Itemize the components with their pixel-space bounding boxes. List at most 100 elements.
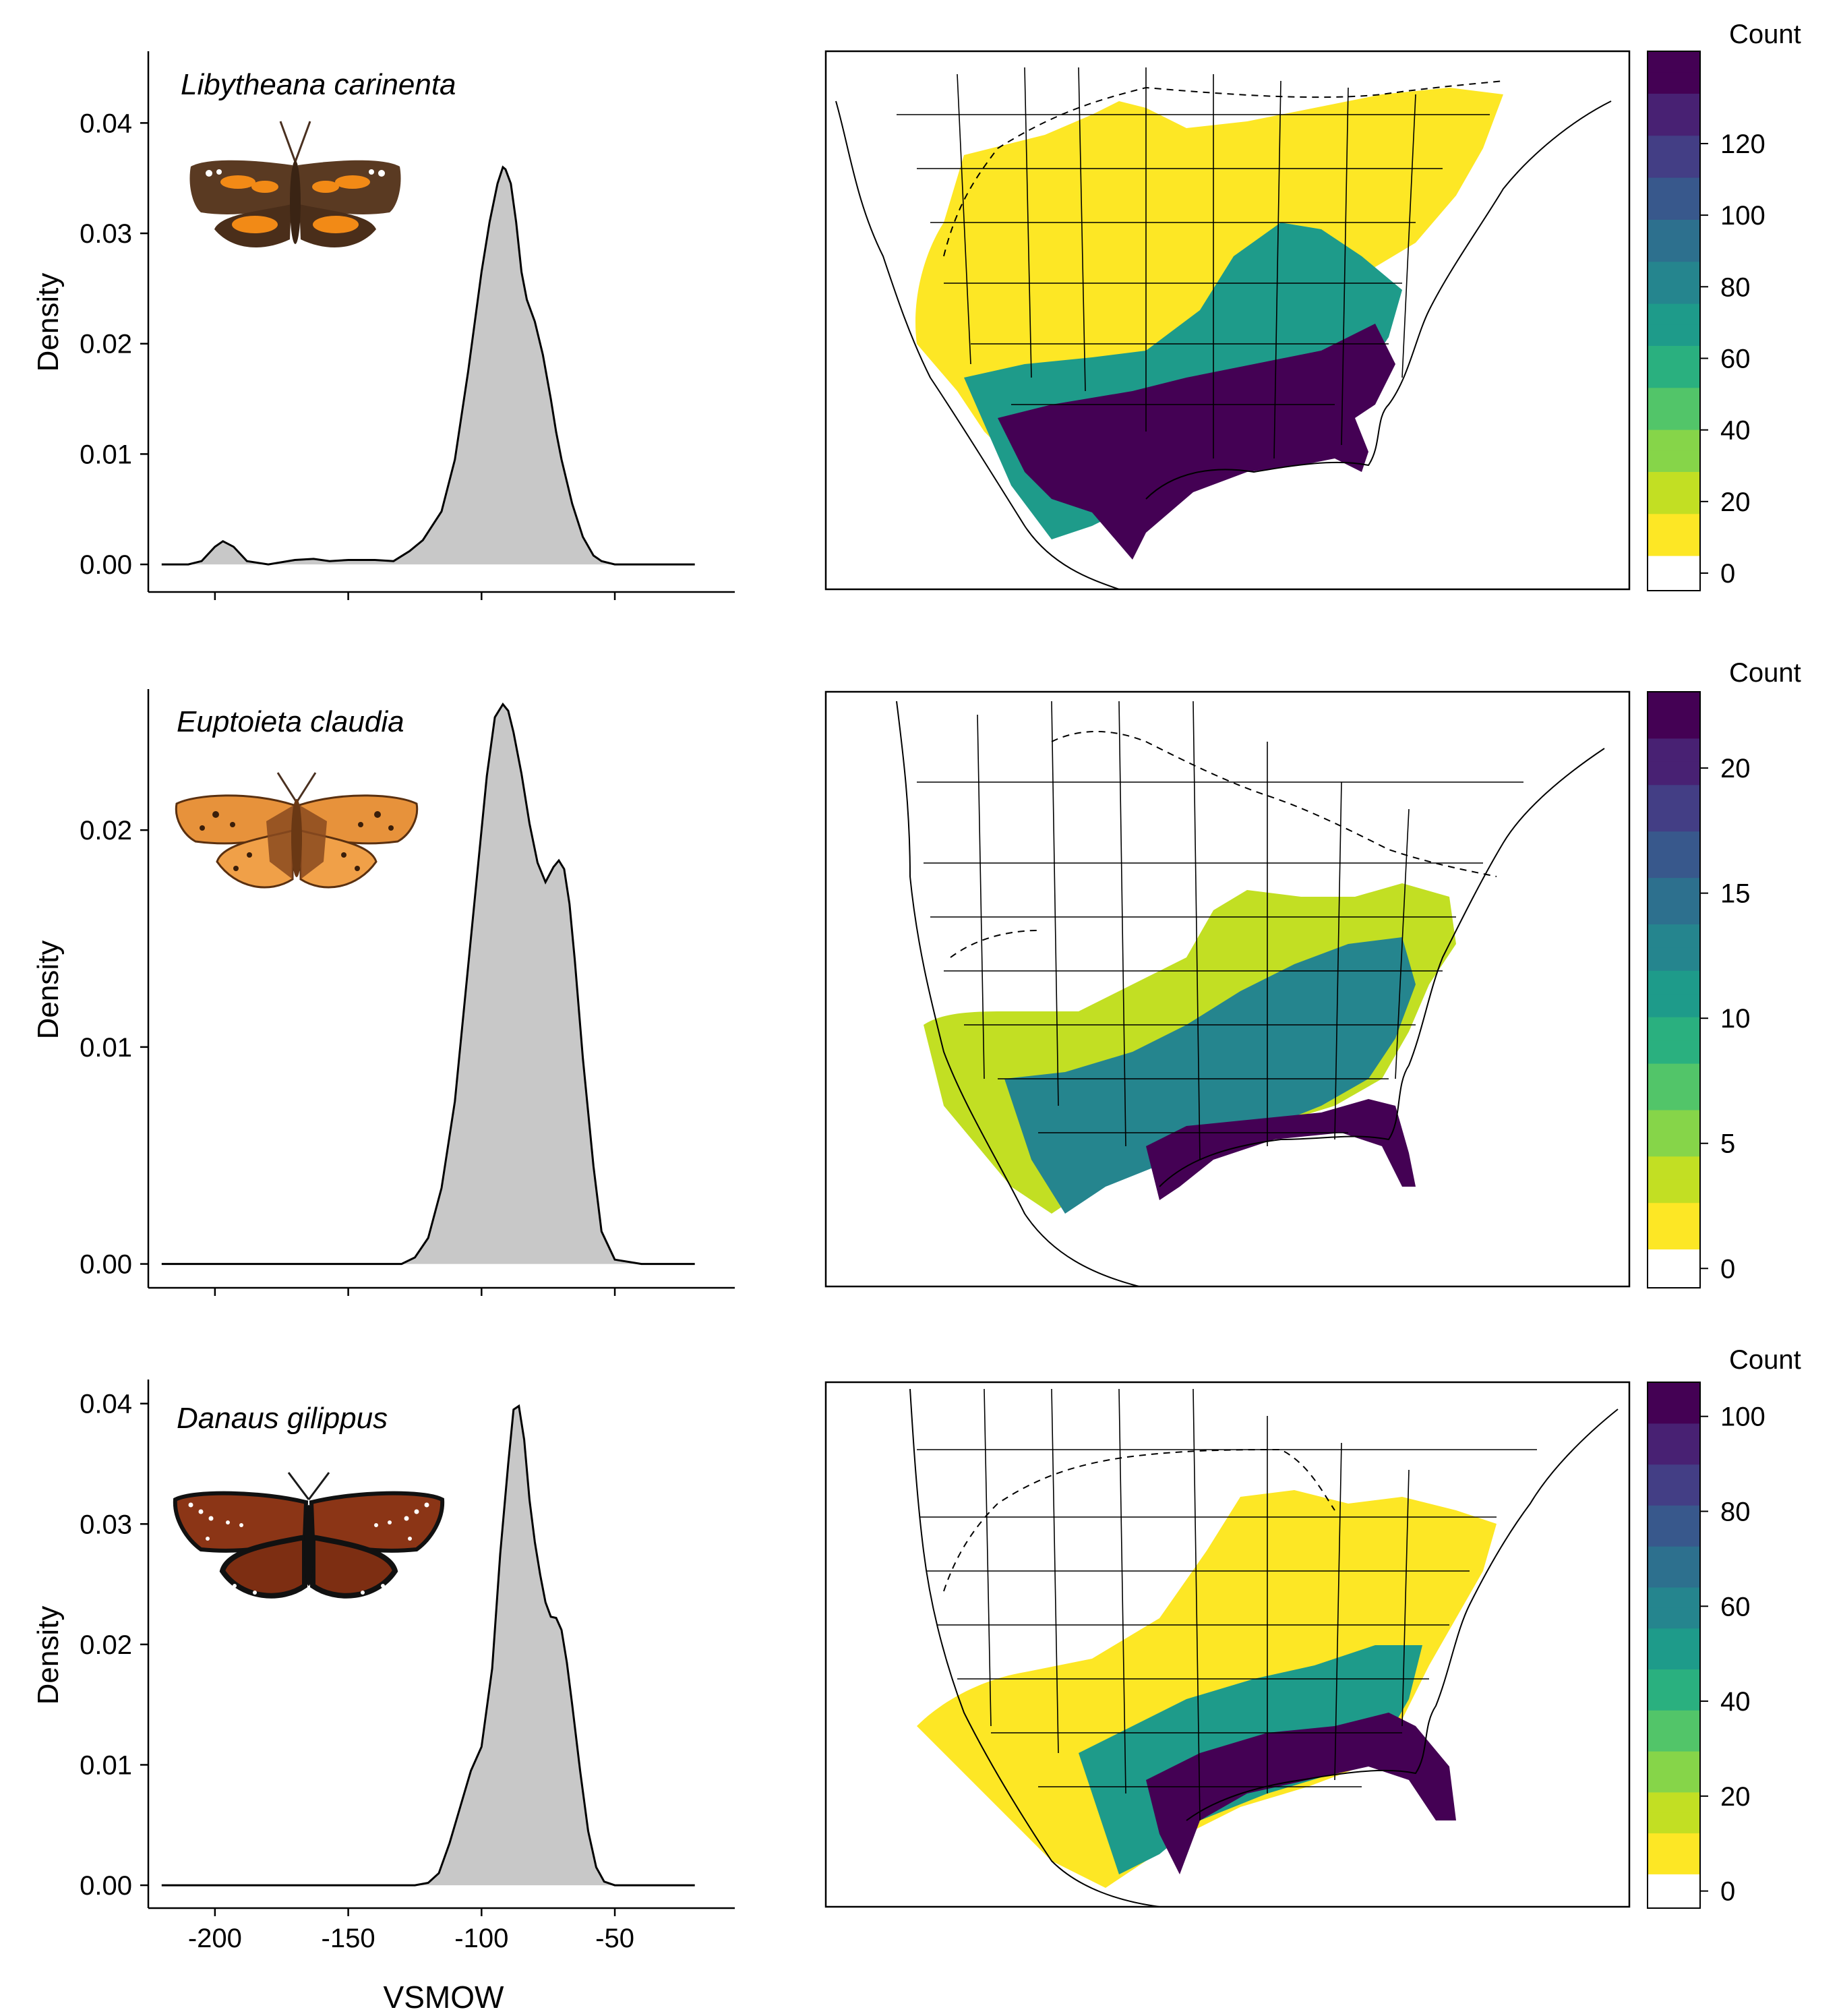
coastline-2 bbox=[896, 701, 1605, 1286]
colorbar-step bbox=[1648, 1202, 1700, 1226]
colorbar-step bbox=[1648, 784, 1700, 808]
colorbar-step bbox=[1648, 1423, 1700, 1444]
colorbar-tick-label: 100 bbox=[1720, 1402, 1765, 1432]
colorbar-step bbox=[1648, 1040, 1700, 1064]
y-tick-label: 0.00 bbox=[80, 550, 132, 580]
colorbar-step bbox=[1648, 877, 1700, 901]
colorbar-step bbox=[1648, 429, 1700, 451]
y-tick-label: 0.03 bbox=[80, 1510, 132, 1539]
colorbar-step bbox=[1648, 854, 1700, 879]
colorbar-step bbox=[1648, 1179, 1700, 1204]
colorbar-step bbox=[1648, 970, 1700, 995]
colorbar-step bbox=[1648, 761, 1700, 785]
colorbar-step bbox=[1648, 1063, 1700, 1087]
colorbar-step bbox=[1648, 1484, 1700, 1506]
colorbar-step bbox=[1648, 240, 1700, 262]
colorbar-3: 0 20 40 60 80 100 bbox=[1647, 1382, 1765, 1909]
colorbar-tick-label: 0 bbox=[1720, 559, 1735, 589]
colorbar-step bbox=[1648, 1464, 1700, 1485]
colorbar-step bbox=[1648, 1649, 1700, 1669]
colorbar-step bbox=[1648, 1710, 1700, 1731]
y-tick-label: 0.02 bbox=[80, 1630, 132, 1660]
colorbar-step bbox=[1648, 692, 1700, 715]
range-zone-high-1 bbox=[998, 324, 1395, 560]
x-tick-label: -100 bbox=[454, 1924, 508, 1953]
colorbar-step bbox=[1648, 1607, 1700, 1629]
colorbar-step bbox=[1648, 177, 1700, 199]
colorbar-tick-label: 40 bbox=[1720, 416, 1751, 446]
colorbar-tick-label: 80 bbox=[1720, 1497, 1751, 1526]
range-zone-mid-2 bbox=[1004, 937, 1416, 1214]
colorbar-step bbox=[1648, 1402, 1700, 1424]
density-panel-1: 0.00 0.01 0.02 0.03 0.04 Libytheana carinent… bbox=[32, 51, 735, 600]
density-area bbox=[161, 704, 695, 1264]
colorbar-step bbox=[1648, 831, 1700, 855]
y-tick-label: 0.00 bbox=[80, 1871, 132, 1901]
map-frame-2 bbox=[824, 690, 1631, 1288]
colorbar-tick-label: 10 bbox=[1720, 1004, 1751, 1034]
density-line bbox=[161, 165, 695, 566]
colorbar-step bbox=[1648, 1017, 1700, 1041]
colorbar-step bbox=[1648, 1791, 1700, 1813]
colorbar-step bbox=[1648, 345, 1700, 367]
density-line bbox=[161, 1404, 695, 1887]
y-tick-label: 0.01 bbox=[80, 1750, 132, 1780]
y-tick-label: 0.02 bbox=[80, 816, 132, 846]
colorbar-step bbox=[1648, 1525, 1700, 1547]
map-frame-1 bbox=[824, 50, 1631, 591]
x-tick-label: -200 bbox=[188, 1924, 242, 1953]
colorbar-step bbox=[1648, 1382, 1700, 1403]
colorbar-step bbox=[1648, 534, 1700, 556]
colorbar-step bbox=[1648, 1833, 1700, 1854]
map-panel-2: 0 5 10 15 20 Count bbox=[824, 658, 1801, 1288]
colorbar-step bbox=[1648, 219, 1700, 241]
colorbar-label-3: Count bbox=[1729, 1345, 1801, 1375]
colorbar-step bbox=[1648, 135, 1700, 157]
density-panel-3: 0.00 0.01 0.02 0.03 0.04 -200 -150 -100 -50 Dana… bbox=[32, 1380, 735, 2015]
species-label-3: Danaus gilippus bbox=[177, 1402, 388, 1435]
colorbar-frame bbox=[1647, 51, 1701, 591]
colorbar-tick-label: 20 bbox=[1720, 1782, 1751, 1812]
colorbar-step bbox=[1648, 1587, 1700, 1608]
colorbar-step bbox=[1648, 1689, 1700, 1711]
y-axis-label-3: Density bbox=[32, 1606, 65, 1705]
state-borders-1 bbox=[897, 67, 1490, 459]
y-axis-label-1: Density bbox=[32, 273, 65, 372]
colorbar-step bbox=[1648, 51, 1700, 73]
colorbar-tick-label: 40 bbox=[1720, 1687, 1751, 1717]
colorbar-step bbox=[1648, 901, 1700, 924]
colorbar-step bbox=[1648, 72, 1700, 94]
colorbar-step bbox=[1648, 1853, 1700, 1874]
colorbar-zero-band bbox=[1648, 1874, 1700, 1908]
colorbar-step bbox=[1648, 387, 1700, 409]
colorbar-tick-label: 20 bbox=[1720, 487, 1751, 517]
colorbar-step bbox=[1648, 198, 1700, 220]
x-tick-label: -150 bbox=[322, 1924, 375, 1953]
colorbar-tick-label: 15 bbox=[1720, 879, 1751, 909]
colorbar-step bbox=[1648, 492, 1700, 514]
y-tick-label: 0.01 bbox=[80, 440, 132, 469]
colorbar-step bbox=[1648, 1109, 1700, 1133]
colorbar-tick-label: 80 bbox=[1720, 272, 1751, 302]
colorbar-step bbox=[1648, 1628, 1700, 1649]
y-tick-label: 0.04 bbox=[80, 109, 132, 138]
colorbar-label-2: Count bbox=[1729, 658, 1801, 688]
range-zone-low-3 bbox=[917, 1490, 1497, 1888]
species-label-1: Libytheana carinenta bbox=[181, 68, 456, 101]
density-plot-1: 0.00 0.01 0.02 0.03 0.04 bbox=[80, 51, 735, 600]
colorbar-tick-label: 100 bbox=[1720, 201, 1765, 231]
range-zone-high-2 bbox=[1146, 1099, 1416, 1200]
colorbar-tick-label: 20 bbox=[1720, 754, 1751, 783]
colorbar-tick-label: 60 bbox=[1720, 344, 1751, 374]
colorbar-step bbox=[1648, 303, 1700, 325]
y-tick-label: 0.03 bbox=[80, 219, 132, 249]
colorbar-step bbox=[1648, 808, 1700, 832]
colorbar-step bbox=[1648, 715, 1700, 739]
range-boundary-1 bbox=[943, 80, 1504, 257]
colorbar-step bbox=[1648, 450, 1700, 472]
colorbar-tick-label: 0 bbox=[1720, 1877, 1735, 1907]
y-tick-label: 0.04 bbox=[80, 1390, 132, 1419]
colorbar-step bbox=[1648, 1156, 1700, 1180]
colorbar-step bbox=[1648, 1444, 1700, 1465]
